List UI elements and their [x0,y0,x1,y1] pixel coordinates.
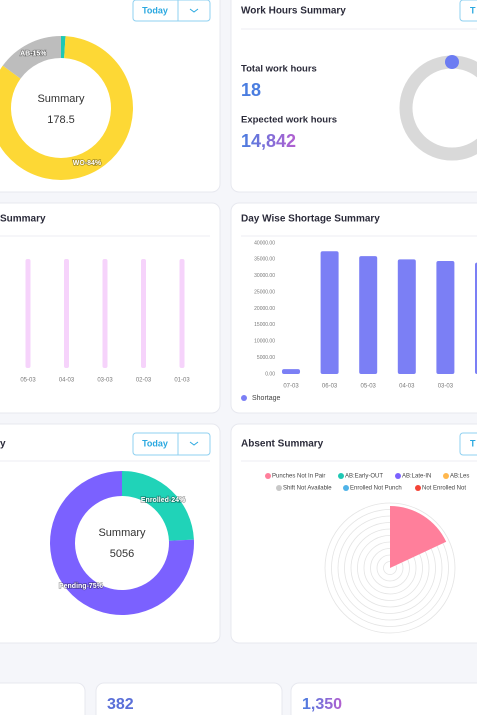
legend-label: AB:Late-IN [402,474,431,480]
legend-label: AB:Les [450,474,469,480]
today-button[interactable] [132,432,211,456]
legend-label: Shortage [252,395,281,402]
column [179,259,185,368]
segment-label: WO-84% [73,160,102,167]
polar-chart [324,502,456,634]
y-tick-label: 30000.00 [254,273,275,279]
ring-dot [445,55,459,69]
x-tick-label: 03-03 [438,384,454,390]
y-tick-label: 25000.00 [254,289,275,295]
stat-value: 1,350 [302,696,342,713]
legend-dot [395,473,401,479]
y-tick-label: 35000.00 [254,257,275,263]
y-tick-label: 5000.00 [257,355,275,361]
donut-segment [50,471,194,615]
bar [320,251,339,374]
stat-value: 382 [107,696,134,713]
y-tick-label: 20000.00 [254,306,275,312]
x-tick-label: 04-03 [399,384,415,390]
legend-label: AB:Early-OUT [345,474,383,480]
donut-segment [61,36,66,59]
card-title: y [0,439,6,450]
card-title: Absent Summary [241,439,324,450]
legend-label: Enrolled Not Punch [350,486,402,492]
button-label[interactable]: Today [142,438,168,448]
expected-label: Expected work hours [241,115,337,126]
today-button[interactable] [132,0,211,22]
legend-dot [338,473,344,479]
card [0,682,86,715]
polar-slice [390,506,447,568]
x-tick-label: 05-03 [20,378,36,384]
total-value: 18 [241,80,261,100]
total-label: Total work hours [241,64,317,75]
column [102,259,108,368]
center-title: Summary [98,527,146,539]
x-tick-label: 04-03 [59,378,75,384]
y-tick-label: 10000.00 [254,339,275,345]
chevron[interactable] [189,8,199,13]
today-button[interactable] [459,432,477,456]
segment-label: Enrolled-24% [141,497,186,504]
legend-dot [265,473,271,479]
column [25,259,31,368]
bar [436,261,455,374]
legend-dot [443,473,449,479]
legend-dot [241,395,247,401]
y-tick-label: 40000.00 [254,240,275,246]
segment-label: Pending-75% [59,583,104,590]
center-value: 5056 [110,548,134,560]
donut-segment [0,36,133,180]
button-label[interactable]: T [470,5,476,15]
segment-label: AB-15% [20,50,47,57]
column [64,259,69,368]
card [95,682,283,715]
donut-segment [2,36,61,79]
center-value: 178.5 [47,114,75,126]
y-tick-label: 0.00 [265,371,275,377]
button-label[interactable]: T [470,438,476,448]
card-title: Summary [0,214,46,225]
x-tick-label: 02-03 [136,378,152,384]
x-tick-label: 05-03 [361,384,377,390]
card [0,202,221,414]
x-tick-label: 03-03 [97,378,113,384]
legend-dot [415,485,421,491]
polar-ring [324,502,456,634]
legend-label: Shift Not Available [283,486,332,492]
y-tick-label: 15000.00 [254,322,275,328]
chevron[interactable] [189,441,199,446]
x-tick-label: 01-03 [174,378,190,384]
center-title: Summary [37,93,85,105]
column [141,259,146,368]
card-title: Work Hours Summary [241,6,346,17]
card-title: Day Wise Shortage Summary [241,214,380,225]
bar [359,256,378,374]
legend-dot [343,485,349,491]
bar [397,259,416,374]
expected-value: 14,842 [241,131,296,151]
x-tick-label: 07-03 [283,384,299,390]
card [290,682,477,715]
bar [282,369,300,374]
today-button[interactable] [459,0,477,22]
button-label[interactable]: Today [142,5,168,15]
donut-segment [122,471,194,541]
x-tick-label: 06-03 [322,384,338,390]
legend-label: Not Enrolled Not [422,486,466,492]
legend-label: Punches Not In Pair [272,474,325,480]
legend-dot [276,485,282,491]
